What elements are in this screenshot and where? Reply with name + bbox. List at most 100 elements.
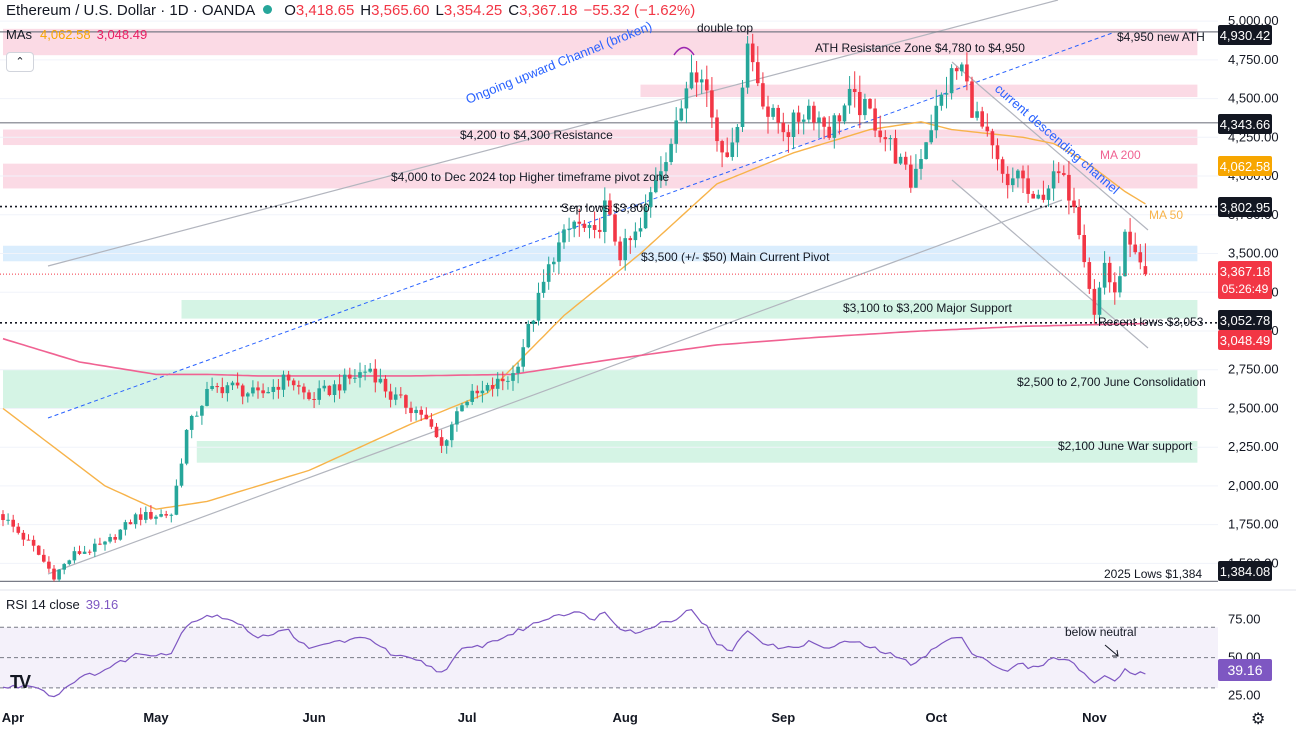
candle (317, 388, 321, 400)
candle (511, 373, 515, 381)
candle (291, 380, 296, 386)
candle (577, 221, 582, 224)
candle (1067, 174, 1071, 201)
candle (169, 514, 174, 516)
candle (373, 368, 378, 383)
candle (1133, 244, 1137, 253)
x-tick-label: Jul (458, 710, 477, 725)
gear-icon[interactable]: ⚙ (1251, 711, 1266, 728)
candle (776, 107, 780, 123)
candle (1143, 266, 1148, 275)
candle (679, 108, 684, 121)
candle (82, 551, 87, 554)
candle (210, 386, 214, 389)
candle (582, 223, 587, 228)
candle (388, 391, 393, 400)
collapse-legend-button[interactable]: ⌃ (6, 52, 34, 72)
desc-channel-lower (951, 179, 1149, 349)
high-label: H (360, 2, 372, 19)
candle (1082, 234, 1086, 263)
candle (87, 551, 92, 553)
candle (827, 126, 831, 138)
candle (694, 72, 699, 83)
candle (297, 385, 301, 387)
candle (439, 437, 444, 446)
candle (720, 141, 724, 153)
price-tag-timer: 05:26:49 (1222, 282, 1269, 296)
ma-legend[interactable]: MAs 4,062.58 3,048.49 (6, 27, 147, 42)
y-tick-label: 4,750.00 (1228, 52, 1279, 67)
zone-label: $4,200 to $4,300 Resistance (460, 128, 613, 142)
y-tick-label: 1,750.00 (1228, 517, 1279, 532)
candle (455, 411, 459, 425)
zone-support (3, 369, 1198, 409)
candle (1051, 171, 1056, 189)
y-tick-label: 2,000.00 (1228, 478, 1279, 493)
candle (251, 387, 255, 394)
candle (796, 112, 801, 122)
level-label: Recent lows $3,053 (1098, 315, 1204, 329)
low-label: L (435, 2, 444, 19)
y-tick-label: 2,750.00 (1228, 362, 1279, 377)
candle (812, 105, 816, 123)
candle (745, 43, 750, 88)
candle (735, 126, 740, 143)
rsi-legend[interactable]: RSI 14 close 39.16 (6, 597, 118, 612)
tradingview-logo[interactable]: TV (10, 672, 31, 692)
candle (858, 91, 862, 116)
candle (1102, 262, 1107, 288)
candle (307, 392, 311, 399)
rsi-annotation: below neutral (1065, 625, 1136, 639)
candle (429, 419, 434, 427)
candle (1077, 207, 1081, 235)
candle (450, 424, 454, 441)
candle (715, 117, 719, 142)
candle (444, 440, 449, 446)
candle (572, 221, 576, 229)
candle (159, 514, 163, 517)
candle (567, 228, 571, 230)
candle (592, 225, 597, 230)
x-tick-label: Apr (2, 710, 24, 725)
candle (72, 551, 77, 561)
ma-legend-label: MAs (6, 27, 32, 42)
candle (791, 112, 796, 138)
zone-label: $2,500 to 2,700 June Consolidation (1017, 375, 1206, 389)
candle (888, 138, 893, 140)
candle (149, 512, 153, 519)
candle (322, 385, 327, 389)
annotation-label: double top (697, 21, 753, 35)
price-tag (1218, 261, 1272, 299)
candle (939, 94, 944, 106)
market-status-dot (263, 5, 273, 14)
open-label: O (284, 2, 296, 19)
candle (31, 539, 36, 546)
candle (57, 569, 61, 580)
candle (664, 162, 668, 172)
zone-resistance (3, 28, 1198, 56)
candle (118, 529, 123, 540)
candle (898, 156, 903, 164)
candle (123, 522, 128, 530)
candle (6, 519, 10, 521)
candle (1097, 287, 1102, 315)
candle (189, 415, 194, 430)
candle (852, 88, 857, 92)
candle (817, 117, 821, 123)
price-tag-label: 4,343.66 (1220, 117, 1271, 132)
symbol-title[interactable]: Ethereum / U.S. Dollar · 1D · OANDA (6, 2, 256, 19)
candle (822, 117, 826, 127)
candle (781, 122, 786, 133)
price-tag (1218, 156, 1272, 176)
candle (200, 405, 204, 416)
rsi-y-tick-label: 25.00 (1228, 687, 1261, 702)
candle (980, 111, 984, 127)
candle (546, 264, 551, 282)
candle (990, 131, 995, 146)
candle (954, 68, 959, 72)
candle (541, 281, 546, 293)
candle (1021, 170, 1025, 179)
candle (271, 386, 276, 392)
candle (960, 64, 964, 72)
